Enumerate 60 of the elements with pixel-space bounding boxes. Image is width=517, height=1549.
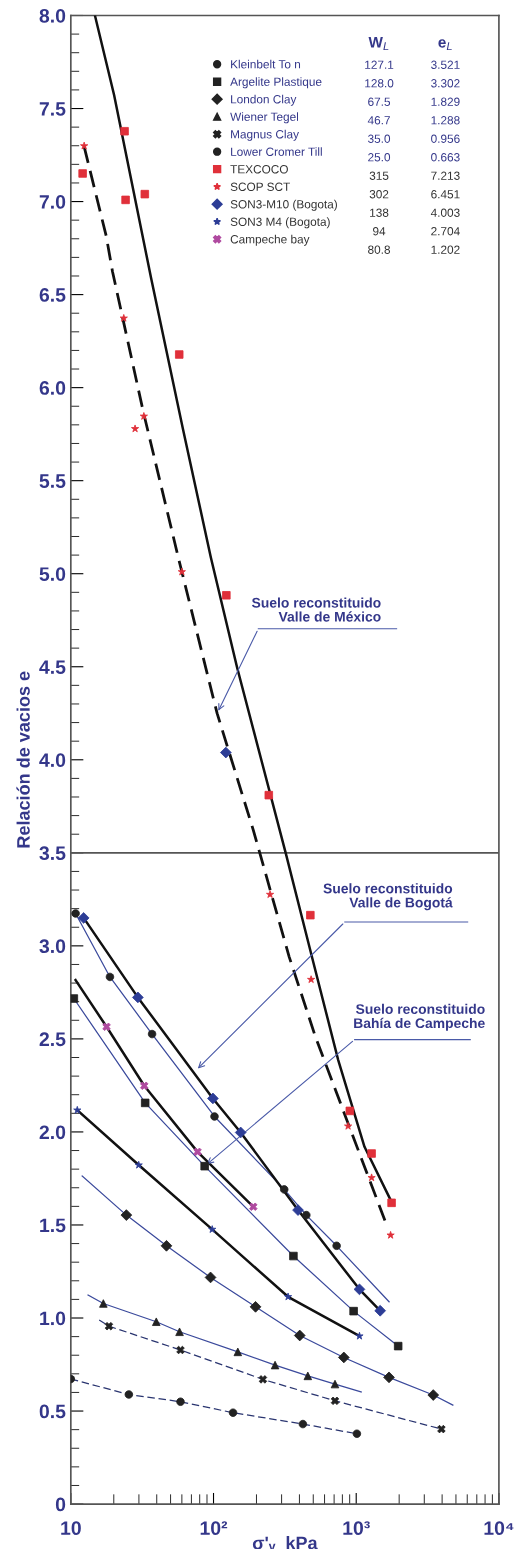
- annotation: 1.829: [431, 97, 460, 106]
- y-tick-label: 3.5: [39, 846, 66, 861]
- legend-label: London Clay: [231, 94, 297, 106]
- annotation: 3.302: [431, 79, 460, 88]
- annotation: 80.8: [368, 245, 391, 254]
- annotation: Suelo reconstituido Valle de Bogotá: [323, 883, 453, 911]
- annotation: 2.704: [431, 227, 460, 236]
- y-tick-label: 7.0: [39, 195, 66, 209]
- y-axis-title: Relación de vacios e: [16, 671, 30, 848]
- legend-label: Wiener Tegel: [230, 112, 299, 124]
- annotation: e$_{L}$: [438, 39, 452, 51]
- y-tick-label: 1.5: [40, 1218, 66, 1233]
- y-tick-label: 8.0: [39, 8, 66, 23]
- legend-label: SCOP SCT: [230, 182, 290, 191]
- y-tick-label: 4.5: [39, 660, 66, 674]
- annotation: 4.003: [430, 208, 460, 217]
- annotation: 6.451: [431, 190, 460, 199]
- x-tick-label: 10⁴: [484, 1521, 514, 1536]
- y-tick-label: 2.5: [39, 1032, 66, 1047]
- x-tick-label: 10: [61, 1521, 81, 1536]
- annotation: 3.521: [431, 60, 460, 69]
- y-tick-label: 6.5: [39, 288, 66, 302]
- y-tick-label: 6.0: [39, 381, 66, 395]
- annotation: 138: [370, 208, 389, 217]
- annotation: 315: [369, 171, 389, 180]
- annotation: 67.5: [368, 97, 391, 106]
- y-tick-label: 4.0: [39, 753, 66, 768]
- legend-label: TEXCOCO: [230, 165, 288, 174]
- annotation: 46.7: [367, 116, 390, 125]
- y-tick-label: 3.0: [39, 939, 66, 954]
- y-tick-label: 5.5: [39, 474, 66, 488]
- legend-label: Kleinbelt To n: [231, 59, 301, 69]
- annotation: Suelo reconstituido Valle de México: [251, 597, 381, 622]
- y-tick-label: 0.5: [39, 1404, 66, 1419]
- legend-label: Magnus Clay: [231, 129, 299, 141]
- annotation: 7.213: [431, 171, 460, 180]
- annotation: 302: [369, 190, 389, 199]
- annotation: 128.0: [365, 79, 394, 88]
- annotation: 94: [373, 227, 386, 236]
- y-tick-label: 5.0: [39, 567, 66, 581]
- annotation: W$_{L}$: [368, 37, 389, 51]
- legend-label: Campeche bay: [230, 234, 310, 246]
- annotation: 127.1: [365, 60, 394, 69]
- annotation: 1.202: [431, 245, 460, 254]
- y-tick-label: 2.0: [39, 1125, 66, 1140]
- y-tick-label: 0: [55, 1497, 66, 1512]
- y-tick-label: 1.0: [40, 1311, 66, 1326]
- legend-label: Argelite Plastique: [230, 77, 322, 89]
- y-tick-label: 7.5: [39, 102, 66, 116]
- x-tick-label: 10³: [343, 1521, 370, 1536]
- x-tick-label: 10²: [200, 1521, 228, 1536]
- annotation: 0.956: [431, 134, 460, 143]
- annotation: 25.0: [368, 153, 391, 162]
- legend-label: SON3 M4 (Bogota): [230, 217, 330, 229]
- annotation: 35.0: [368, 134, 391, 143]
- annotation: 0.663: [431, 153, 460, 162]
- annotation: 1.288: [431, 116, 460, 125]
- annotation: Suelo reconstituido Bahía de Campeche: [354, 1003, 485, 1031]
- legend-label: Lower Cromer Till: [231, 147, 322, 156]
- legend-label: SON3-M10 (Bogota): [230, 199, 337, 211]
